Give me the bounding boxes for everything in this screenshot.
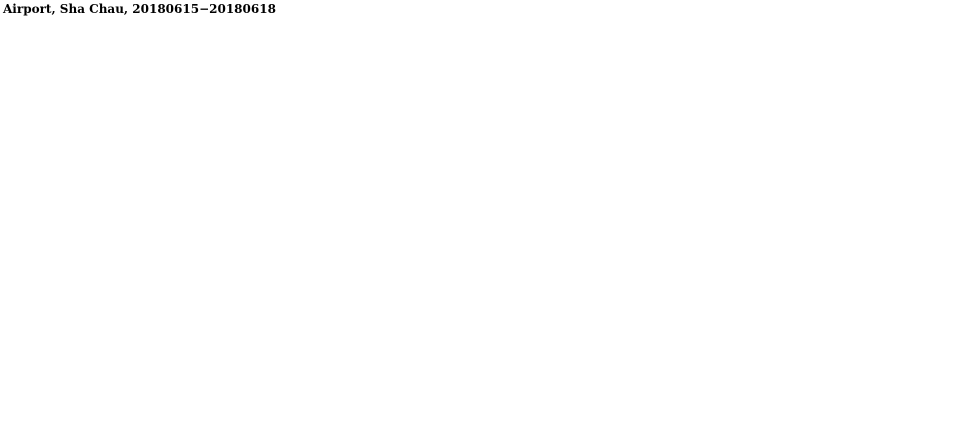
page-title: Airport, Sha Chau, 20180615−20180618 <box>3 2 276 16</box>
